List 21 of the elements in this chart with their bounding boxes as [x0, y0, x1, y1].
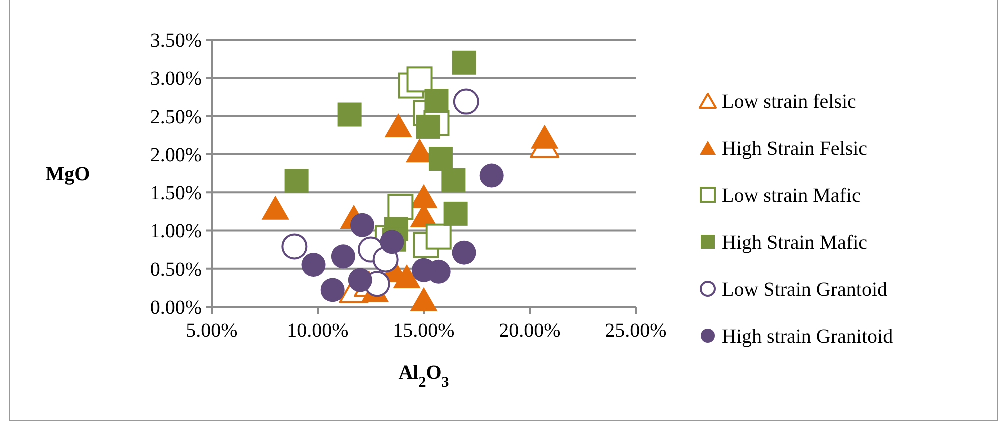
y-axis-title: MgO	[46, 164, 90, 186]
y-tick-label: 1.50%	[150, 182, 202, 205]
x-tick-label: 10.00%	[287, 320, 349, 342]
y-tick-label: 1.00%	[150, 220, 202, 243]
y-tick-label: 3.50%	[150, 30, 202, 52]
legend-label: High Strain Mafic	[722, 232, 868, 254]
x-tick-label: 25.00%	[605, 320, 667, 342]
legend-label: High strain Granitoid	[722, 326, 894, 348]
y-tick-label: 2.00%	[150, 144, 202, 166]
y-tick-label: 0.50%	[150, 258, 202, 281]
legend-label: Low Strain Grantoid	[722, 279, 888, 301]
x-tick-label: 5.00%	[186, 320, 238, 342]
x-axis-title: Al$_{2}$O$_{3}$	[398, 362, 450, 391]
legend-label: Low strain Mafic	[722, 185, 861, 207]
x-tick-label: 20.00%	[499, 320, 561, 342]
y-tick-label: 3.00%	[150, 68, 202, 90]
legend-label: High Strain Felsic	[722, 138, 868, 160]
legend-label: Low strain felsic	[722, 91, 857, 113]
y-tick-label: 0.00%	[150, 297, 202, 319]
x-tick-label: 15.00%	[393, 320, 455, 342]
y-tick-label: 2.50%	[150, 106, 202, 128]
